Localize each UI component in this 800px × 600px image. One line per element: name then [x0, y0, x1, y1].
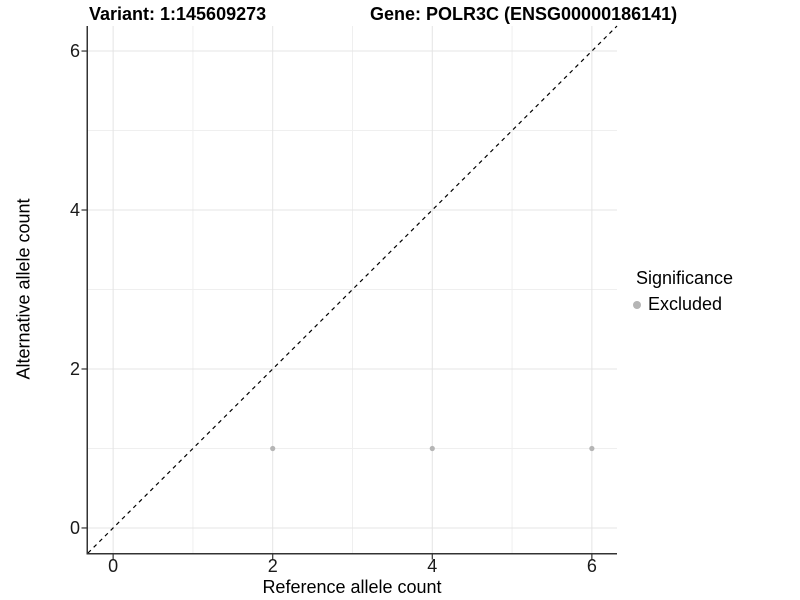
- data-point: [429, 445, 435, 452]
- y-axis-title: Alternative allele count: [13, 198, 34, 380]
- variant-title: Variant: 1:145609273: [89, 4, 267, 24]
- legend-key-dot: [633, 300, 641, 309]
- gene-title: Gene: POLR3C (ENSG00000186141): [370, 4, 678, 24]
- x-tick-label: 4: [427, 556, 438, 576]
- legend-title: Significance: [636, 268, 734, 288]
- x-axis-title: Reference allele count: [262, 577, 442, 597]
- y-tick-label: 6: [69, 41, 80, 62]
- data-point: [589, 445, 595, 452]
- x-tick-label: 6: [586, 556, 597, 576]
- legend-items: Excluded: [633, 294, 733, 315]
- y-tick-label: 2: [69, 358, 80, 379]
- legend: Significance Excluded: [633, 268, 734, 315]
- x-tick-label: 0: [108, 556, 119, 576]
- y-tick-label: 0: [69, 517, 80, 538]
- data-point: [270, 445, 276, 452]
- y-tick-label: 4: [69, 200, 80, 220]
- legend-item-label: Excluded: [648, 294, 723, 314]
- legend-item: Excluded: [633, 294, 733, 315]
- x-tick-label: 2: [267, 556, 278, 576]
